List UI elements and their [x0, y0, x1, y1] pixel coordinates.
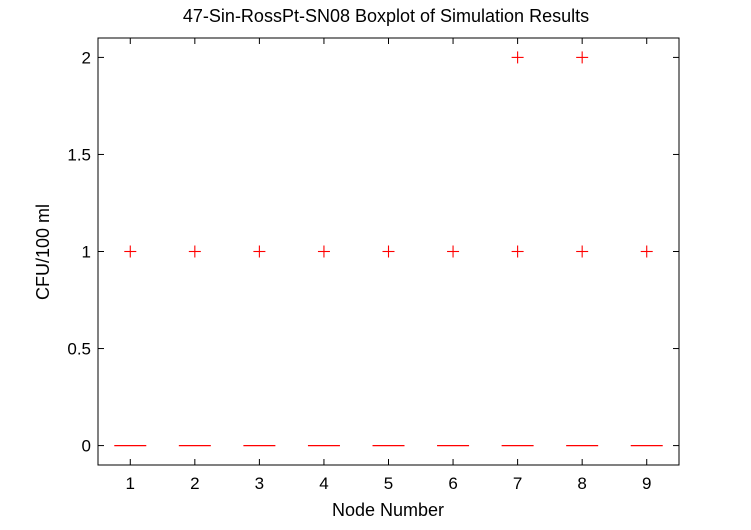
- x-tick-label: 4: [319, 474, 328, 493]
- outlier-marker: [382, 245, 395, 258]
- outlier-marker: [576, 245, 589, 258]
- y-tick-label: 1: [82, 243, 91, 262]
- outlier-marker: [317, 245, 330, 258]
- outlier-marker: [124, 245, 137, 258]
- outlier-marker: [576, 51, 589, 64]
- y-tick-label: 2: [82, 48, 91, 67]
- x-tick-label: 9: [642, 474, 651, 493]
- chart-title: 47-Sin-RossPt-SN08 Boxplot of Simulation…: [183, 6, 589, 26]
- x-tick-label: 3: [255, 474, 264, 493]
- y-tick-label: 0: [82, 437, 91, 456]
- x-tick-label: 1: [126, 474, 135, 493]
- x-axis-label: Node Number: [332, 500, 444, 520]
- y-tick-label: 1.5: [67, 145, 91, 164]
- outlier-marker: [511, 245, 524, 258]
- x-tick-label: 7: [513, 474, 522, 493]
- y-axis-label: CFU/100 ml: [33, 204, 53, 300]
- data-marks: [114, 51, 663, 447]
- outlier-marker: [511, 51, 524, 64]
- outlier-marker: [253, 245, 266, 258]
- x-tick-label: 8: [577, 474, 586, 493]
- y-tick-label: 0.5: [67, 340, 91, 359]
- outlier-marker: [447, 245, 460, 258]
- x-tick-label: 5: [384, 474, 393, 493]
- x-tick-label: 6: [448, 474, 457, 493]
- axis-ticks: 0 0.5 1 1.5 2 1 2 3 4 5 6 7 8 9: [67, 38, 679, 493]
- outlier-marker: [188, 245, 201, 258]
- x-tick-label: 2: [190, 474, 199, 493]
- outlier-marker: [640, 245, 653, 258]
